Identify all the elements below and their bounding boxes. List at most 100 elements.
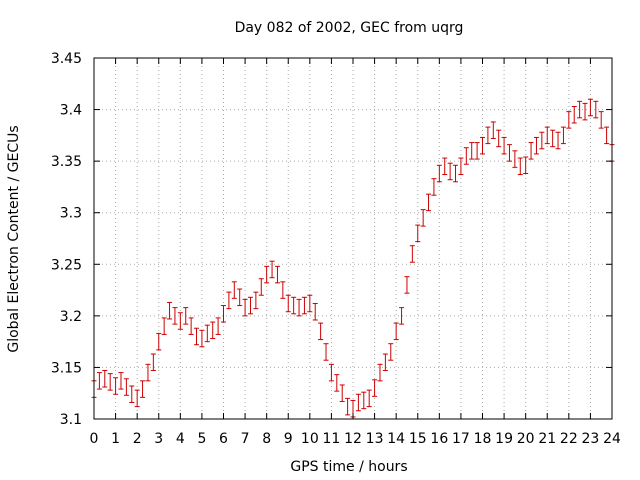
data-point: [593, 100, 599, 119]
data-point: [485, 126, 491, 145]
data-point: [328, 363, 334, 382]
y-tick-labels: 3.1 3.15 3.2 3.25 3.3 3.35 3.4 3.45: [51, 51, 82, 428]
data-point: [420, 209, 426, 227]
x-tick-label: 12: [344, 431, 362, 447]
data-point: [285, 294, 291, 313]
x-tick-label: 16: [430, 431, 448, 447]
data-point: [399, 307, 405, 325]
x-tick-label: 18: [474, 431, 492, 447]
data-point: [183, 307, 189, 325]
data-point: [528, 142, 534, 160]
data-point: [258, 278, 264, 296]
data-point: [431, 178, 437, 196]
data-point: [172, 307, 178, 325]
data-point: [490, 121, 496, 139]
data-point: [571, 105, 577, 124]
data-point: [382, 353, 388, 372]
data-point: [134, 389, 140, 408]
data-point: [372, 379, 378, 397]
y-tick-label: 3.15: [51, 360, 82, 376]
x-tick-label: 19: [495, 431, 513, 447]
data-point: [377, 363, 383, 382]
data-point: [458, 157, 464, 176]
data-point: [474, 142, 480, 160]
data-point: [555, 131, 561, 150]
data-point: [393, 322, 399, 341]
data-point: [560, 126, 566, 145]
data-point: [177, 312, 183, 330]
data-point: [334, 374, 340, 392]
y-tick-label: 3.4: [60, 103, 82, 119]
data-point: [215, 317, 221, 335]
data-point: [604, 126, 610, 145]
grid-lines: [94, 58, 612, 419]
x-tick-label: 11: [323, 431, 341, 447]
x-tick-label: 2: [133, 431, 142, 447]
gec-series: [91, 98, 615, 418]
y-tick-label: 3.2: [60, 309, 82, 325]
data-point: [426, 193, 432, 212]
data-point: [587, 98, 593, 117]
data-point: [539, 131, 545, 150]
x-tick-label: 13: [366, 431, 384, 447]
data-point: [253, 291, 259, 310]
data-point: [301, 296, 307, 315]
data-point: [442, 157, 448, 176]
x-tick-label: 7: [241, 431, 250, 447]
data-point: [506, 144, 512, 162]
data-point: [156, 332, 162, 351]
data-point: [102, 370, 108, 388]
data-point: [129, 385, 135, 403]
x-tick-label: 10: [301, 431, 319, 447]
data-point: [415, 224, 421, 243]
data-point: [307, 294, 313, 313]
data-point: [194, 327, 200, 346]
data-point: [517, 157, 523, 176]
x-tick-label: 23: [582, 431, 600, 447]
data-point: [501, 136, 507, 155]
data-point: [544, 126, 550, 145]
x-tick-label: 20: [517, 431, 535, 447]
data-point: [404, 276, 410, 294]
x-axis-label: GPS time / hours: [290, 459, 407, 475]
axis-ticks: [93, 57, 613, 420]
data-point: [496, 129, 502, 148]
data-point: [107, 373, 113, 391]
y-tick-label: 3.25: [51, 257, 82, 273]
data-point: [242, 298, 248, 317]
y-tick-label: 3.45: [51, 51, 82, 67]
x-tick-label: 17: [452, 431, 470, 447]
x-tick-label: 1: [111, 431, 120, 447]
data-point: [199, 329, 205, 348]
x-tick-label: 8: [262, 431, 271, 447]
data-point: [523, 156, 529, 175]
data-point: [204, 324, 210, 343]
data-point: [453, 164, 459, 183]
data-point: [210, 321, 216, 340]
data-point: [533, 136, 539, 155]
x-tick-label: 22: [560, 431, 578, 447]
x-tick-label: 24: [603, 431, 621, 447]
y-tick-label: 3.35: [51, 154, 82, 170]
data-point: [140, 380, 146, 398]
data-point: [221, 305, 226, 323]
data-point: [123, 378, 129, 396]
x-tick-label: 4: [176, 431, 185, 447]
x-tick-label: 0: [90, 431, 99, 447]
data-point: [161, 317, 167, 335]
data-point: [318, 322, 324, 341]
data-point: [566, 111, 572, 129]
y-tick-label: 3.3: [60, 206, 82, 222]
data-point: [512, 150, 518, 168]
data-point: [274, 265, 280, 284]
data-point: [409, 245, 415, 263]
data-point: [145, 363, 151, 382]
data-point: [582, 102, 588, 121]
data-point: [366, 389, 372, 408]
data-point: [598, 111, 604, 129]
x-tick-label: 14: [387, 431, 405, 447]
data-point: [296, 298, 302, 317]
data-point: [188, 317, 194, 335]
data-point: [291, 296, 297, 315]
